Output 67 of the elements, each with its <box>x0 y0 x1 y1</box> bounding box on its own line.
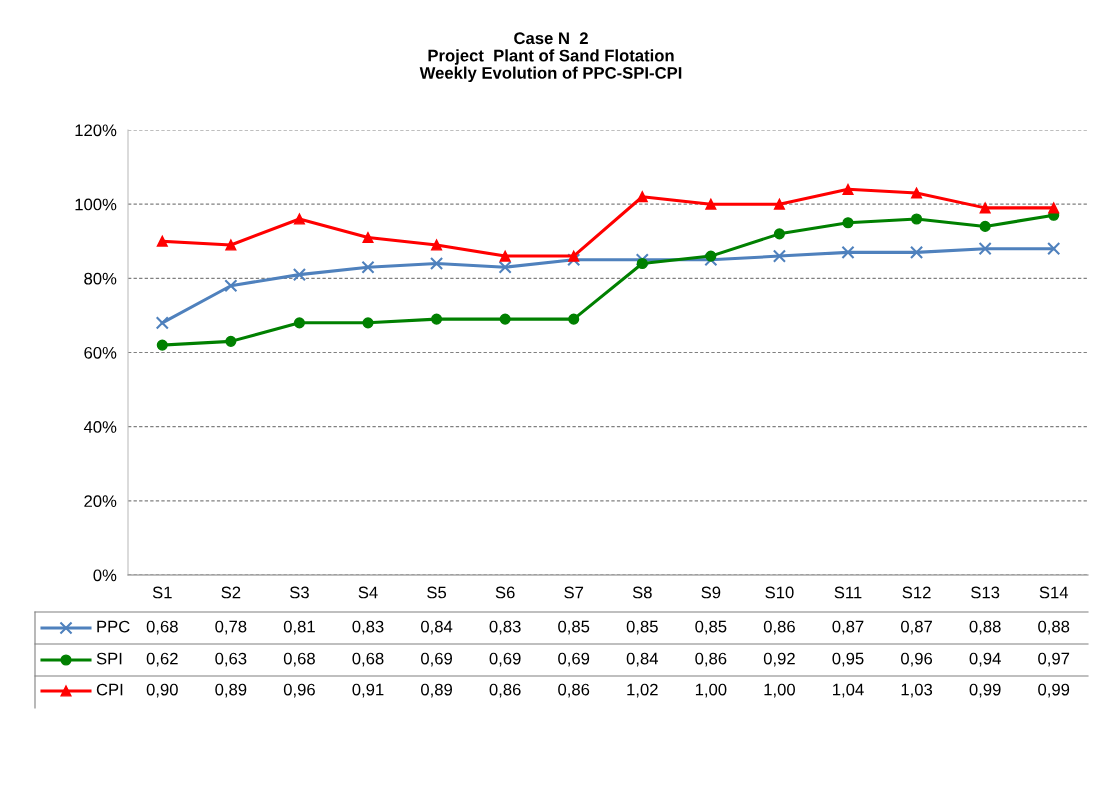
legend-label: SPI <box>96 652 122 665</box>
x-tick-label: S10 <box>765 586 794 599</box>
data-label: 0,83 <box>352 620 384 635</box>
data-label: 0,86 <box>489 683 521 698</box>
data-label: 0,84 <box>421 620 453 635</box>
data-label: 0,94 <box>969 652 1001 667</box>
data-label: 0,78 <box>215 620 247 635</box>
data-label: 0,81 <box>283 620 315 635</box>
x-tick-label: S9 <box>701 586 721 599</box>
x-tick-label: S7 <box>564 586 584 599</box>
data-label: 0,88 <box>969 620 1001 635</box>
data-label: 0,86 <box>695 652 727 667</box>
y-tick-label: 20% <box>84 495 117 508</box>
legend-label: CPI <box>96 683 123 696</box>
data-label: 0,96 <box>283 683 315 698</box>
data-label: 0,83 <box>489 620 521 635</box>
data-label: 0,99 <box>1038 683 1070 698</box>
y-tick-label: 40% <box>83 421 117 433</box>
chart-title: Case N 2 Project Plant of Sand Flotation Weekly Evolution of PPC-SPI-CPI <box>419 32 682 83</box>
x-tick-label: S12 <box>902 586 931 599</box>
data-label: 0,62 <box>146 652 178 667</box>
y-tick-label: 120% <box>75 124 117 137</box>
data-label: 1,04 <box>833 683 864 698</box>
data-label: 0,88 <box>1038 620 1070 635</box>
x-tick-label: S6 <box>495 586 515 599</box>
y-tick-label: 80% <box>84 272 117 285</box>
y-tick-label: 100% <box>75 198 117 211</box>
data-label: 0,89 <box>215 683 247 698</box>
data-label: 1,03 <box>901 683 933 698</box>
data-label: 0,95 <box>832 652 864 667</box>
data-label: 0,86 <box>558 683 590 698</box>
data-label: 0,90 <box>146 683 178 698</box>
x-tick-label: S5 <box>427 586 447 599</box>
data-label: 1,00 <box>764 683 795 698</box>
y-tick-label: 60% <box>84 346 117 359</box>
data-label: 0,99 <box>969 683 1001 698</box>
x-tick-label: S2 <box>221 586 241 599</box>
data-label: 0,91 <box>352 683 384 698</box>
data-label: 0,86 <box>763 620 795 635</box>
data-label: 0,84 <box>626 652 659 667</box>
x-tick-label: S11 <box>834 586 862 599</box>
data-label: 0,87 <box>901 620 932 635</box>
x-tick-label: S4 <box>358 586 378 599</box>
x-tick-label: S8 <box>632 586 652 599</box>
data-label: 0,69 <box>489 652 521 667</box>
x-tick-label: S1 <box>152 586 172 599</box>
data-label: 0,85 <box>695 620 727 635</box>
x-tick-label: S14 <box>1039 586 1069 599</box>
x-tick-label: S13 <box>971 586 1000 599</box>
data-label: 0,85 <box>626 620 658 635</box>
data-label: 0,63 <box>215 652 247 667</box>
y-tick-label: 0% <box>93 569 117 582</box>
x-tick-label: S3 <box>289 586 309 599</box>
data-label: 0,87 <box>832 620 864 635</box>
data-label: 0,69 <box>558 652 590 667</box>
data-label: 0,85 <box>558 620 590 635</box>
data-label: 0,68 <box>283 652 315 667</box>
data-label: 1,02 <box>627 683 658 698</box>
data-label: 0,68 <box>146 620 178 635</box>
legend-label: PPC <box>97 620 130 633</box>
data-label: 0,92 <box>763 652 795 667</box>
data-label: 0,97 <box>1038 652 1070 667</box>
data-label: 1,00 <box>695 683 727 698</box>
data-label: 0,89 <box>421 683 452 698</box>
data-label: 0,96 <box>901 652 933 667</box>
data-label: 0,68 <box>352 652 384 667</box>
data-label: 0,69 <box>421 652 452 667</box>
